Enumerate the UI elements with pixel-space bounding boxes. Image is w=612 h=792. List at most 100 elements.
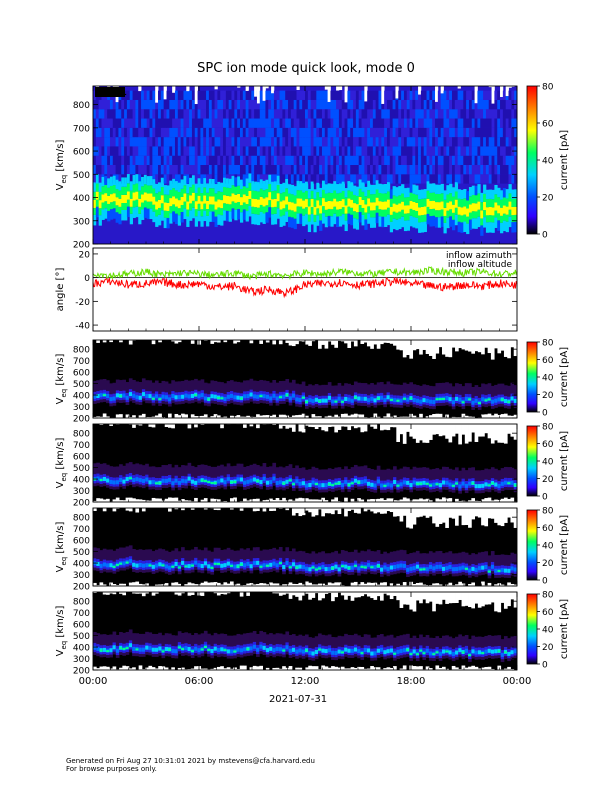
heatmap-gap bbox=[409, 340, 414, 359]
heatmap-cell bbox=[126, 109, 131, 119]
heatmap-cell bbox=[268, 155, 272, 165]
heatmap-cell bbox=[471, 566, 475, 571]
heatmap-cell bbox=[491, 137, 495, 147]
heatmap-cell bbox=[251, 206, 255, 214]
heatmap-gap bbox=[396, 340, 400, 350]
heatmap-cell bbox=[102, 476, 107, 482]
heatmap-gap bbox=[210, 582, 215, 586]
heatmap-cell bbox=[451, 165, 456, 175]
heatmap-cell bbox=[435, 193, 439, 203]
heatmap-cell bbox=[494, 184, 498, 195]
heatmap-cell bbox=[500, 165, 504, 175]
heatmap-cell bbox=[239, 90, 244, 100]
heatmap-gap bbox=[327, 667, 332, 670]
heatmap-cell bbox=[448, 650, 453, 655]
heatmap-cell bbox=[333, 174, 337, 184]
heatmap-gap bbox=[249, 667, 254, 670]
heatmap-cell bbox=[395, 219, 399, 231]
heatmap-cell bbox=[502, 213, 507, 221]
heatmap-cell bbox=[372, 210, 377, 218]
heatmap-cell bbox=[285, 196, 289, 205]
heatmap-cell bbox=[128, 643, 133, 648]
heatmap-cell bbox=[251, 198, 255, 207]
heatmap-gap bbox=[451, 424, 456, 437]
heatmap-cell bbox=[249, 478, 254, 483]
heatmap-gap bbox=[282, 592, 286, 595]
heatmap-cell bbox=[508, 118, 512, 128]
heatmap-gap bbox=[285, 340, 290, 343]
heatmap-gap bbox=[363, 583, 368, 586]
heatmap-gap bbox=[282, 497, 286, 502]
heatmap-cell bbox=[295, 649, 299, 654]
heatmap-gap bbox=[233, 416, 237, 418]
heatmap-cell bbox=[324, 649, 329, 654]
heatmap-cell bbox=[451, 99, 456, 110]
heatmap-cell bbox=[252, 561, 257, 566]
heatmap-gap bbox=[271, 86, 275, 94]
heatmap-cell bbox=[213, 562, 218, 565]
heatmap-gap bbox=[138, 499, 143, 502]
heatmap-cell bbox=[172, 137, 176, 147]
heatmap-cell bbox=[367, 99, 371, 110]
heatmap-cell bbox=[278, 480, 283, 485]
heatmap-cell bbox=[443, 118, 447, 128]
heatmap-cell bbox=[158, 191, 162, 200]
heatmap-gap bbox=[340, 340, 345, 342]
heatmap-gap bbox=[402, 416, 407, 418]
heatmap-cell bbox=[378, 90, 382, 100]
heatmap-cell bbox=[254, 190, 258, 200]
colorbar-tick-label: 20 bbox=[542, 194, 554, 204]
heatmap-cell bbox=[200, 146, 204, 156]
heatmap-cell bbox=[115, 137, 119, 147]
heatmap-gap bbox=[471, 424, 475, 433]
heatmap-cell bbox=[457, 214, 461, 222]
heatmap-cell bbox=[401, 216, 405, 228]
heatmap-gap bbox=[347, 415, 352, 418]
heatmap-cell bbox=[338, 174, 343, 184]
heatmap-cell bbox=[446, 118, 450, 128]
heatmap-gap bbox=[448, 340, 453, 358]
heatmap-gap bbox=[373, 499, 378, 502]
heatmap-cell bbox=[163, 146, 167, 156]
heatmap-cell bbox=[375, 146, 379, 156]
heatmap-cell bbox=[375, 180, 379, 190]
heatmap-gap bbox=[305, 592, 309, 594]
heatmap-cell bbox=[279, 118, 283, 128]
heatmap-gap bbox=[331, 340, 335, 345]
heatmap-cell bbox=[256, 199, 261, 208]
heatmap-cell bbox=[497, 165, 501, 175]
heatmap-cell bbox=[435, 564, 440, 569]
heatmap-cell bbox=[500, 190, 504, 200]
heatmap-gap bbox=[396, 424, 400, 442]
heatmap-cell bbox=[107, 137, 111, 147]
heatmap-cell bbox=[125, 395, 130, 400]
heatmap-gap bbox=[468, 583, 472, 586]
heatmap-cell bbox=[248, 190, 252, 200]
heatmap-cell bbox=[203, 187, 207, 196]
heatmap-cell bbox=[412, 193, 416, 202]
heatmap-cell bbox=[355, 165, 360, 175]
heatmap-gap bbox=[350, 508, 355, 510]
heatmap-cell bbox=[392, 218, 396, 230]
heatmap-cell bbox=[366, 648, 371, 653]
heatmap-cell bbox=[384, 209, 388, 217]
heatmap-gap bbox=[314, 508, 319, 516]
heatmap-gap bbox=[402, 340, 407, 358]
heatmap-cell bbox=[169, 90, 173, 100]
heatmap-cell bbox=[273, 118, 278, 128]
heatmap-cell bbox=[386, 174, 391, 184]
heatmap-cell bbox=[203, 210, 207, 222]
heatmap-cell bbox=[282, 137, 286, 147]
y-tick-label: 400 bbox=[73, 392, 90, 402]
heatmap-cell bbox=[135, 90, 139, 100]
heatmap-cell bbox=[251, 99, 255, 110]
heatmap-cell bbox=[191, 146, 196, 156]
heatmap-cell bbox=[256, 99, 261, 110]
heatmap-gap bbox=[210, 498, 215, 502]
heatmap-gap bbox=[298, 592, 303, 601]
heatmap-gap bbox=[432, 413, 436, 418]
heatmap-cell bbox=[302, 118, 306, 128]
heatmap-cell bbox=[418, 155, 422, 165]
heatmap-cell bbox=[254, 118, 258, 128]
heatmap-cell bbox=[336, 99, 340, 110]
